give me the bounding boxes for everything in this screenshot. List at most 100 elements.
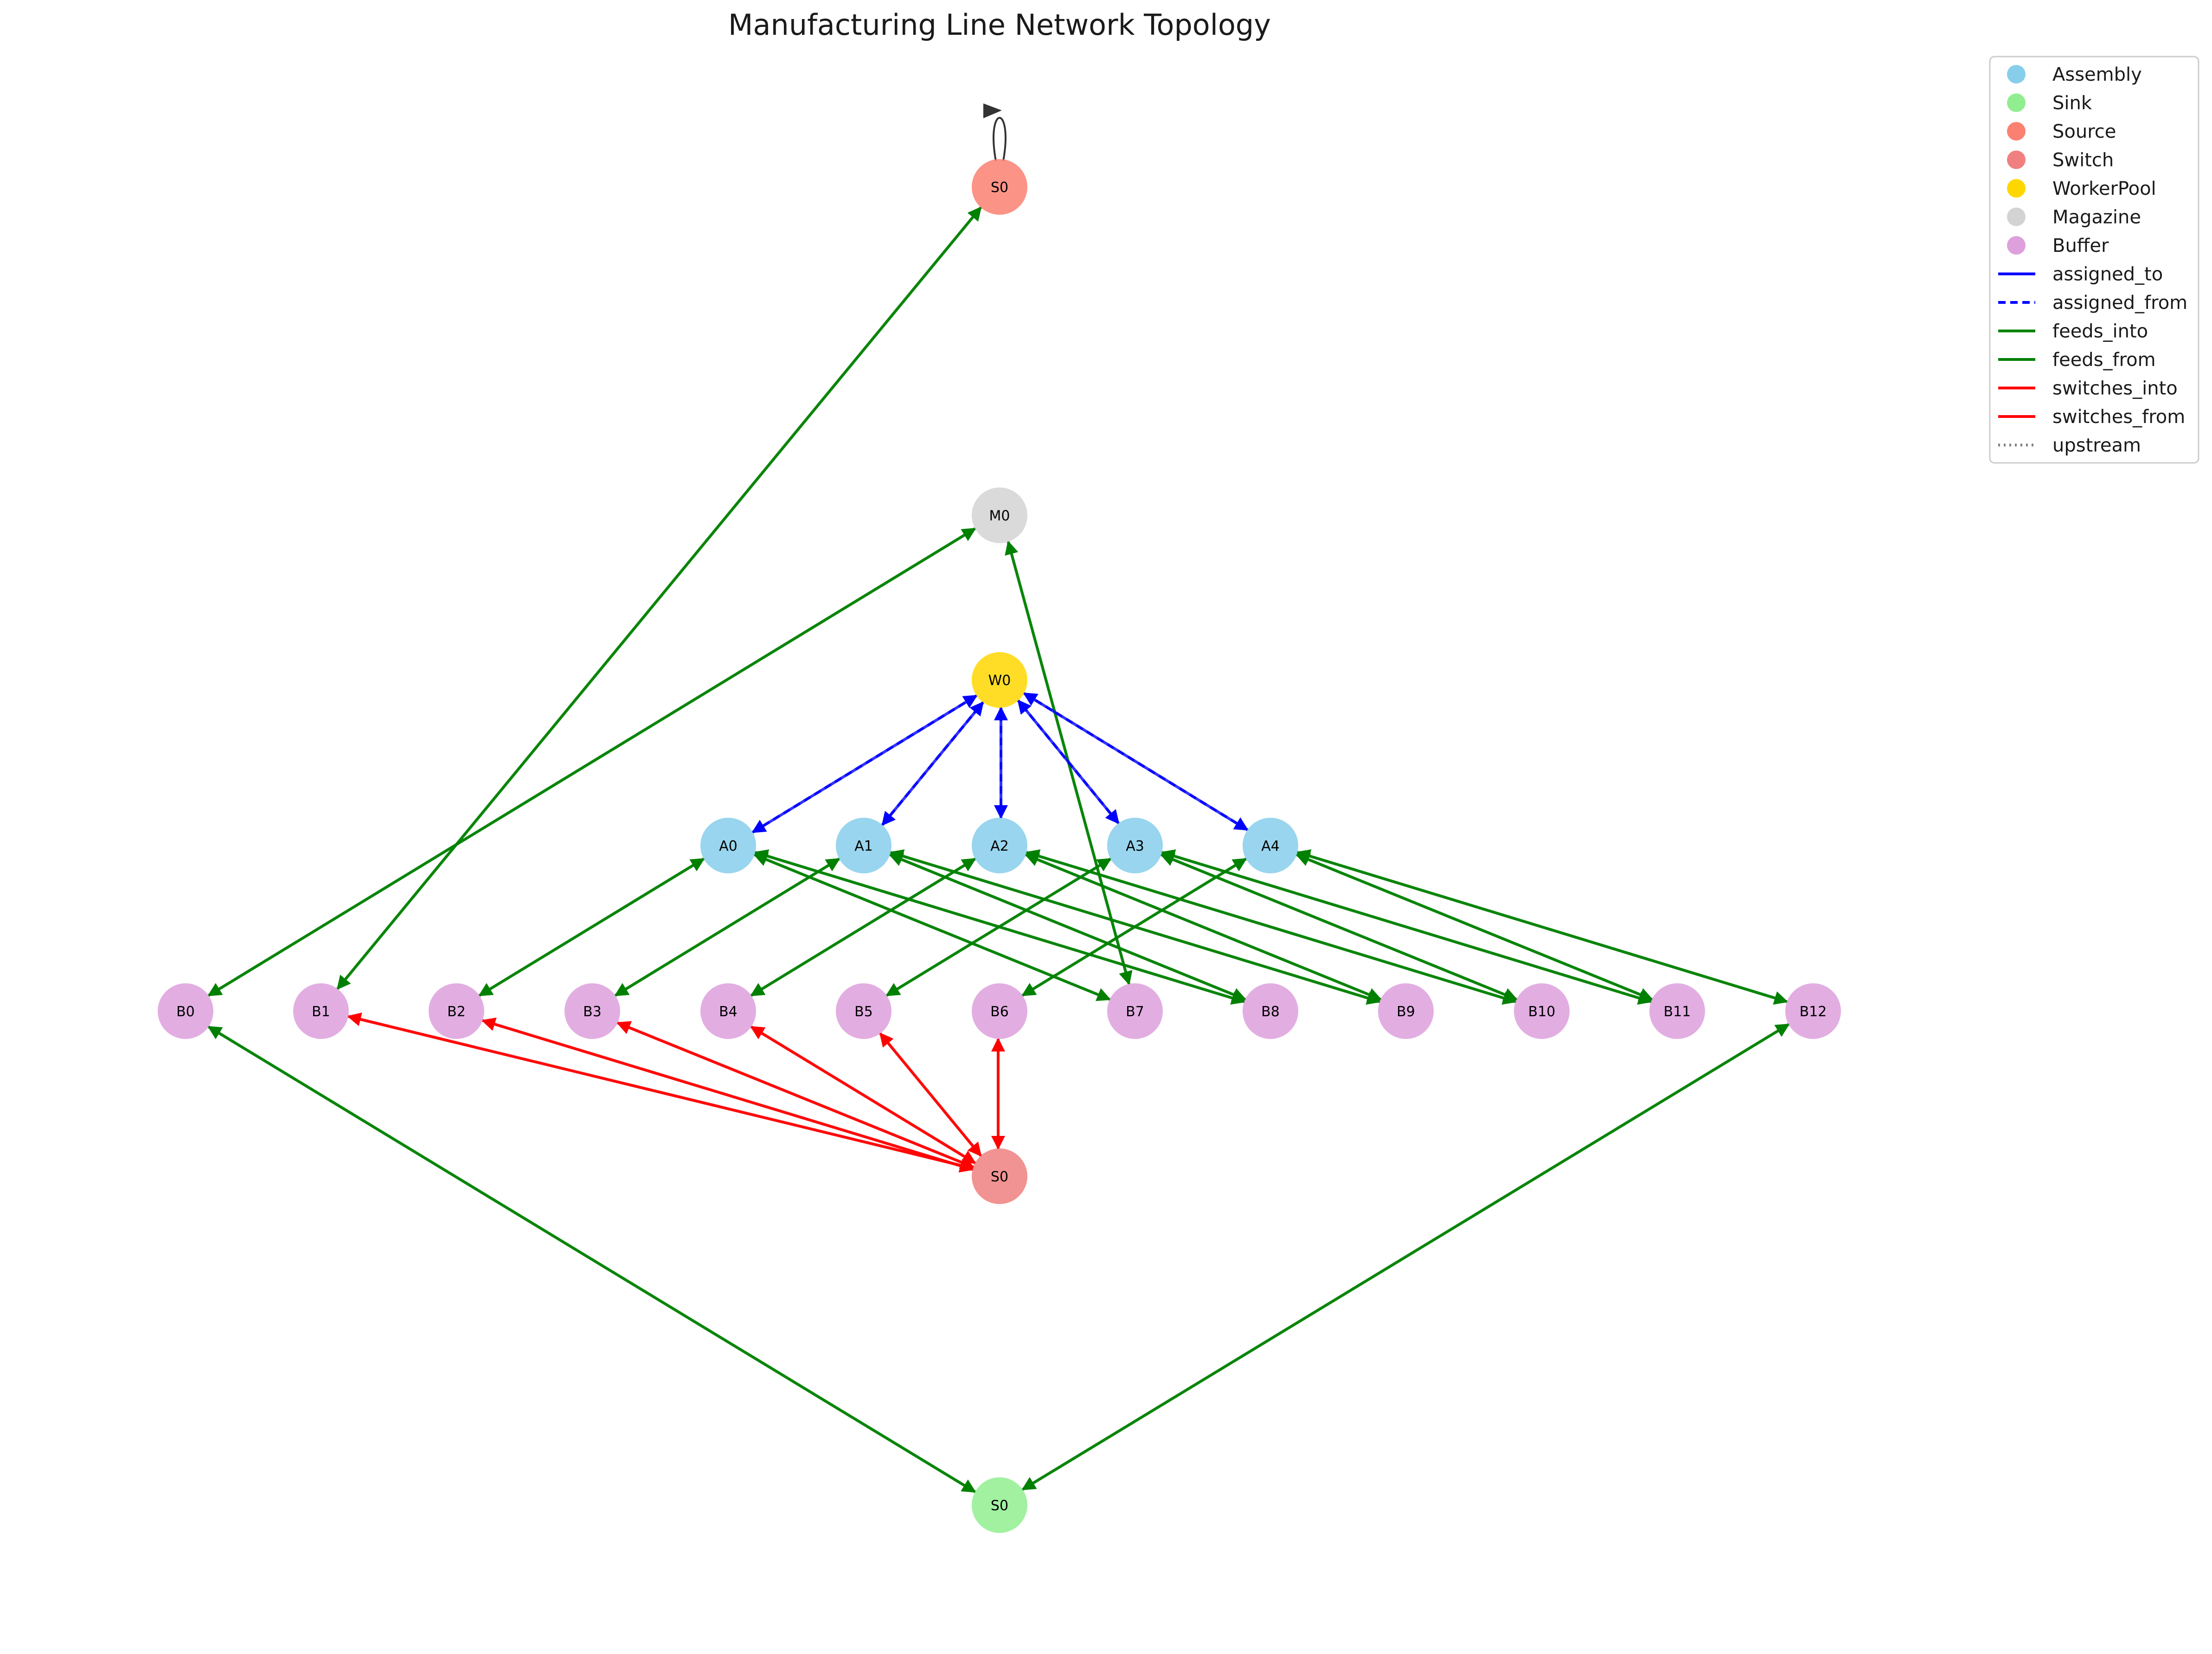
legend-entry-upstream: upstream bbox=[1998, 435, 2141, 456]
self-loop-arrowhead bbox=[983, 103, 1002, 118]
node-assembly-a3: A3 bbox=[1107, 818, 1163, 873]
node-circle bbox=[700, 983, 756, 1039]
edge-B5-to-sw-switches-from bbox=[879, 1032, 982, 1157]
node-buffer-b0: B0 bbox=[158, 983, 213, 1039]
node-label: B1 bbox=[312, 1004, 330, 1020]
legend-box bbox=[1989, 56, 2199, 464]
node-label: A2 bbox=[990, 838, 1009, 854]
legend-label: switches_from bbox=[2052, 406, 2185, 428]
node-label: B8 bbox=[1261, 1004, 1280, 1020]
node-circle bbox=[700, 818, 756, 873]
legend-entry-switches-from: switches_from bbox=[1998, 406, 2185, 428]
edge-sw-to-B1-switches-from bbox=[347, 1013, 974, 1170]
edge-B11-to-A3-feeds-from bbox=[1160, 849, 1652, 1003]
node-circle bbox=[1378, 983, 1434, 1039]
node-label: B9 bbox=[1397, 1004, 1415, 1020]
legend-label: Switch bbox=[2052, 150, 2114, 171]
edge-B9-to-A1-feeds-from bbox=[889, 849, 1380, 1003]
edges-layer bbox=[207, 103, 1790, 1493]
node-buffer-b10: B10 bbox=[1514, 983, 1570, 1039]
node-buffer-b12: B12 bbox=[1785, 983, 1841, 1039]
node-label: A1 bbox=[854, 838, 873, 854]
node-label: A4 bbox=[1261, 838, 1280, 854]
edge-B7-to-A0-feeds-from bbox=[753, 853, 1110, 1001]
node-circle bbox=[972, 487, 1027, 543]
node-assembly-a4: A4 bbox=[1243, 818, 1298, 873]
node-buffer-b11: B11 bbox=[1649, 983, 1705, 1039]
node-circle bbox=[1243, 818, 1298, 873]
edge-B12-to-A4-feeds-from bbox=[1296, 849, 1788, 1003]
edge-A3-to-W0-assigned-from bbox=[1017, 699, 1120, 824]
legend-entry-magazine: Magazine bbox=[2007, 207, 2141, 228]
legend-label: Source bbox=[2052, 121, 2116, 142]
node-circle bbox=[972, 983, 1027, 1039]
legend-label: feeds_into bbox=[2052, 321, 2148, 342]
legend-label: Sink bbox=[2052, 93, 2092, 114]
legend-entry-assigned-from: assigned_from bbox=[1998, 292, 2187, 314]
node-label: B10 bbox=[1528, 1004, 1556, 1020]
node-assembly-a0: A0 bbox=[700, 818, 756, 873]
node-label: B3 bbox=[583, 1004, 602, 1020]
node-circle bbox=[429, 983, 484, 1039]
legend-symbol bbox=[2007, 236, 2026, 255]
legend-label: Assembly bbox=[2052, 64, 2142, 85]
node-circle bbox=[1649, 983, 1705, 1039]
legend-label: Buffer bbox=[2052, 235, 2109, 256]
nodes-layer: S0 M0 W0 A0 A1 A2 A3 A4 B0 B1 B2 B3 B4 B5 B6 B7 B8 B9 B10 B… bbox=[158, 159, 1841, 1533]
node-buffer-b7: B7 bbox=[1107, 983, 1163, 1039]
legend-entry-sink: Sink bbox=[2007, 93, 2092, 114]
node-magazine-m0: M0 bbox=[972, 487, 1027, 543]
node-circle bbox=[1243, 983, 1298, 1039]
legend-entry-feeds-from: feeds_from bbox=[1998, 349, 2156, 371]
edge-A2-to-B4-feeds-from bbox=[750, 858, 976, 997]
edge-M0-to-B0-feeds-from bbox=[207, 527, 976, 997]
node-sink-s0: S0 bbox=[972, 1477, 1027, 1533]
legend-symbol bbox=[2007, 207, 2026, 226]
node-label: B4 bbox=[719, 1004, 737, 1020]
diagram-title: Manufacturing Line Network Topology bbox=[728, 8, 1271, 42]
node-label: S0 bbox=[991, 1498, 1008, 1514]
node-assembly-a1: A1 bbox=[836, 818, 891, 873]
node-circle bbox=[158, 983, 213, 1039]
node-circle bbox=[972, 652, 1027, 708]
legend-label: assigned_from bbox=[2052, 292, 2187, 314]
legend-label: upstream bbox=[2052, 435, 2141, 456]
node-source-s0: S0 bbox=[972, 159, 1027, 215]
node-buffer-b1: B1 bbox=[293, 983, 349, 1039]
legend-symbol bbox=[2007, 65, 2026, 83]
edge-B10-to-A3-feeds-from bbox=[1160, 853, 1517, 1001]
node-circle bbox=[1107, 818, 1163, 873]
node-circle bbox=[564, 983, 620, 1039]
node-label: S0 bbox=[991, 1169, 1008, 1185]
edge-B8-to-A1-feeds-from bbox=[888, 853, 1246, 1001]
legend-entry-assigned-to: assigned_to bbox=[1998, 264, 2163, 285]
edge-B0-to-snk-feeds-from bbox=[208, 1026, 976, 1493]
node-circle bbox=[972, 818, 1027, 873]
edge-B4-to-sw-switches-from bbox=[750, 1026, 976, 1164]
legend-entry-assembly: Assembly bbox=[2007, 64, 2142, 85]
edge-B3-to-sw-switches-from bbox=[617, 1021, 975, 1169]
edge-src-to-src-feeds-into bbox=[993, 117, 1007, 161]
node-circle bbox=[293, 983, 349, 1039]
node-circle bbox=[1785, 983, 1841, 1039]
edge-B8-to-A0-feeds-from bbox=[754, 849, 1245, 1003]
legend-label: feeds_from bbox=[2052, 349, 2156, 371]
node-buffer-b6: B6 bbox=[972, 983, 1027, 1039]
legend-entry-switch: Switch bbox=[2007, 150, 2114, 171]
node-switch-s0: S0 bbox=[972, 1148, 1027, 1204]
node-label: S0 bbox=[991, 180, 1008, 196]
node-label: W0 bbox=[988, 673, 1011, 689]
edge-B9-to-A2-feeds-from bbox=[1024, 853, 1381, 1001]
legend: Assembly Sink Source Switch WorkerPool Magazi… bbox=[1989, 56, 2199, 464]
node-label: M0 bbox=[989, 508, 1010, 524]
legend-symbol bbox=[2007, 122, 2026, 141]
node-label: B6 bbox=[990, 1004, 1009, 1020]
node-label: B5 bbox=[854, 1004, 873, 1020]
node-circle bbox=[1107, 983, 1163, 1039]
node-circle bbox=[836, 983, 891, 1039]
node-buffer-b2: B2 bbox=[429, 983, 484, 1039]
edge-A4-to-W0-assigned-from bbox=[1023, 692, 1248, 831]
node-circle bbox=[1514, 983, 1570, 1039]
legend-entry-feeds-into: feeds_into bbox=[1998, 321, 2148, 342]
